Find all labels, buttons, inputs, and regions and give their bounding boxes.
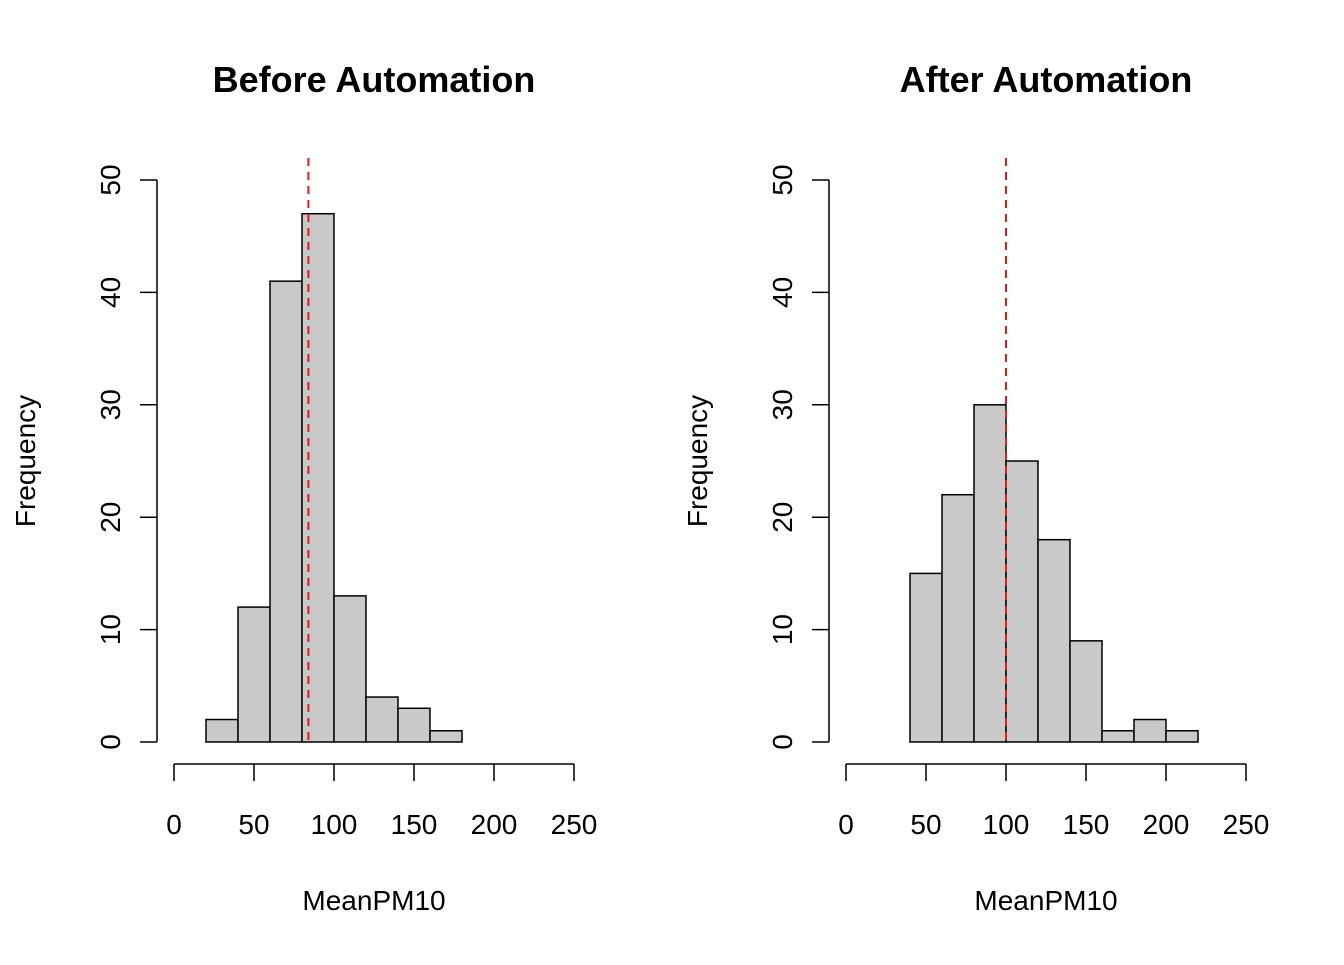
y-axis: 0 10 20 30 40 50 xyxy=(95,164,158,750)
y-tick-label: 50 xyxy=(767,164,798,195)
x-tick-label: 250 xyxy=(551,809,598,840)
y-tick-label: 30 xyxy=(95,389,126,420)
x-axis: 0 50 100 150 200 250 xyxy=(838,763,1270,840)
bars xyxy=(909,404,1199,743)
histogram-bar xyxy=(301,212,335,743)
x-tick-label: 200 xyxy=(1143,809,1190,840)
histogram-bar xyxy=(1005,460,1039,743)
y-tick-label: 40 xyxy=(767,277,798,308)
y-tick-label: 40 xyxy=(95,277,126,308)
x-tick-label: 100 xyxy=(983,809,1030,840)
y-tick-label: 10 xyxy=(767,614,798,645)
x-tick-label: 100 xyxy=(311,809,358,840)
histogram-bar xyxy=(1069,640,1103,743)
x-axis-label: MeanPM10 xyxy=(974,885,1117,916)
histogram-bar xyxy=(1101,730,1135,743)
histogram-bar xyxy=(237,606,271,743)
x-axis-label: MeanPM10 xyxy=(302,885,445,916)
panel-before-automation: Before Automation MeanPM10 Frequency 0 50… xyxy=(10,59,597,916)
x-axis: 0 50 100 150 200 250 xyxy=(166,763,598,840)
histogram-bar xyxy=(941,493,975,743)
y-axis-label: Frequency xyxy=(682,395,713,527)
x-tick-label: 50 xyxy=(910,809,941,840)
y-tick-label: 0 xyxy=(95,734,126,750)
x-tick-label: 50 xyxy=(238,809,269,840)
histogram-bar xyxy=(909,572,943,743)
bars xyxy=(205,212,463,743)
x-tick-label: 250 xyxy=(1223,809,1270,840)
y-tick-label: 30 xyxy=(767,389,798,420)
x-tick-label: 150 xyxy=(1063,809,1110,840)
histogram-bar xyxy=(973,404,1007,743)
y-tick-label: 20 xyxy=(767,502,798,533)
chart-title: After Automation xyxy=(900,59,1193,100)
x-tick-label: 0 xyxy=(166,809,182,840)
y-tick-label: 0 xyxy=(767,734,798,750)
y-tick-label: 50 xyxy=(95,164,126,195)
histogram-bar xyxy=(429,730,463,743)
histogram-bar xyxy=(1165,730,1199,743)
x-tick-label: 150 xyxy=(391,809,438,840)
histogram-bar xyxy=(269,280,303,743)
panel-after-automation: After Automation MeanPM10 Frequency 0 50 1… xyxy=(682,59,1269,916)
histogram-bar xyxy=(205,718,239,743)
chart-title: Before Automation xyxy=(213,59,536,100)
y-axis: 0 10 20 30 40 50 xyxy=(767,164,830,750)
y-tick-label: 20 xyxy=(95,502,126,533)
histogram-bar xyxy=(397,707,431,743)
x-tick-label: 200 xyxy=(471,809,518,840)
histogram-bar xyxy=(365,696,399,743)
x-tick-label: 0 xyxy=(838,809,854,840)
histogram-bar xyxy=(333,595,367,743)
histogram-bar xyxy=(1037,538,1071,743)
y-tick-label: 10 xyxy=(95,614,126,645)
histogram-bar xyxy=(1133,718,1167,743)
y-axis-label: Frequency xyxy=(10,395,41,527)
